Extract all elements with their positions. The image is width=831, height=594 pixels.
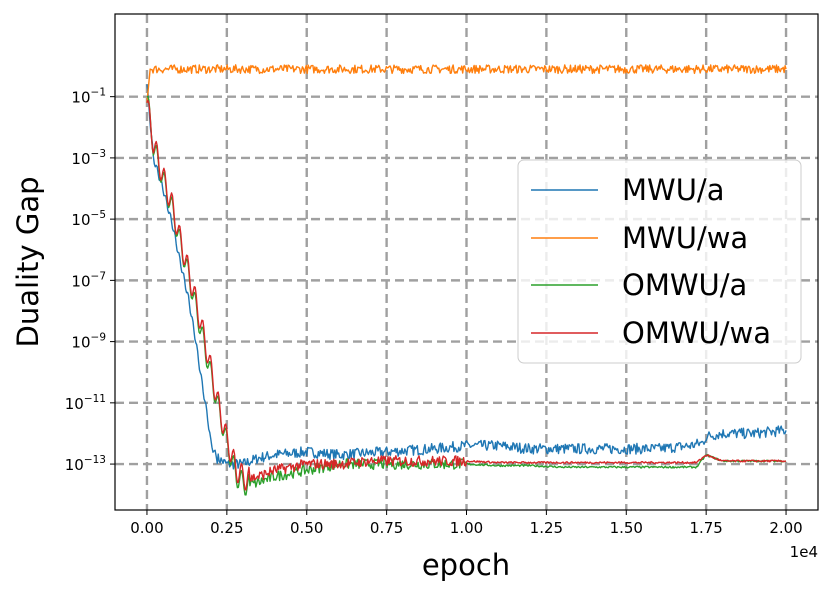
x-tick-label: 0.75 [370,519,403,537]
legend-label: MWU/wa [622,221,748,255]
legend: MWU/a MWU/wa OMWU/a OMWU/wa [517,159,802,364]
legend-box [517,159,802,364]
x-axis-ticks: 0.00 0.25 0.50 0.75 1.00 1.25 1.50 1.75 2.00 [130,510,803,537]
x-tick-label: 2.00 [769,519,802,537]
series-line-omwu-a [146,95,787,496]
x-tick-label: 1.00 [450,519,483,537]
legend-label: MWU/a [622,173,724,207]
x-tick-label: 0.25 [210,519,243,537]
legend-label: OMWU/wa [622,316,771,350]
x-axis-offset-label: 1e4 [790,543,818,561]
y-tick-label: 10−9 [71,332,106,352]
x-axis-label: epoch [422,548,510,582]
series-line-mwu-wa [146,64,787,103]
series-lines [146,64,787,496]
x-tick-label: 0.50 [290,519,323,537]
x-tick-label: 1.75 [689,519,722,537]
series-line-mwu-a [146,84,787,470]
y-tick-label: 10−3 [71,148,106,168]
y-tick-label: 10−5 [71,209,106,229]
y-tick-label: 10−11 [65,393,106,413]
y-tick-label: 10−13 [65,454,106,474]
y-tick-label: 10−7 [71,270,106,290]
series-line-omwu-wa [146,99,787,491]
x-tick-label: 1.25 [530,519,563,537]
y-tick-label: 10−1 [71,87,106,107]
y-axis-ticks: 10−1 10−3 10−5 10−7 10−9 10−11 10−13 [65,87,115,474]
y-axis-label: Duality Gap [11,177,45,348]
legend-label: OMWU/a [622,268,747,302]
x-tick-label: 1.50 [610,519,643,537]
x-tick-label: 0.00 [130,519,163,537]
